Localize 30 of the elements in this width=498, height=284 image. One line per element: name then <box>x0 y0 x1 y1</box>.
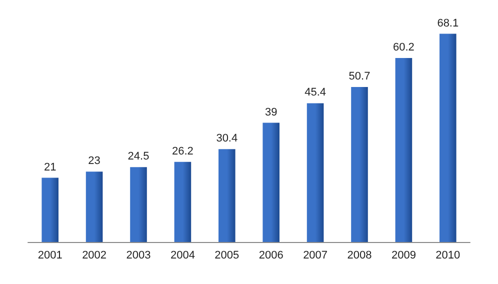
data-label: 45.4 <box>304 86 326 99</box>
x-tick-label: 2005 <box>214 250 240 262</box>
x-tick-label: 2009 <box>391 250 416 262</box>
data-label: 60.2 <box>392 41 414 54</box>
bar <box>42 178 58 242</box>
data-label: 26.2 <box>172 145 194 158</box>
bar <box>306 103 324 242</box>
bar <box>174 162 192 242</box>
x-tick-label: 2007 <box>303 250 328 262</box>
bar <box>395 58 412 242</box>
bar <box>262 122 280 242</box>
x-tick-label: 2002 <box>82 250 107 262</box>
data-label: 50.7 <box>348 70 370 83</box>
bar <box>218 149 236 242</box>
data-label: 23 <box>88 155 100 168</box>
bar <box>130 167 147 242</box>
bar <box>351 87 368 242</box>
x-tick-label: 2010 <box>436 250 460 262</box>
x-tick-label: 2004 <box>170 250 195 262</box>
x-tick-label: 2003 <box>126 250 151 262</box>
data-label: 39 <box>264 106 278 118</box>
x-tick-label: 2008 <box>347 250 372 262</box>
data-label: 30.4 <box>216 132 238 145</box>
data-label: 21 <box>44 161 56 174</box>
data-label: 68.1 <box>437 17 459 30</box>
data-label: 24.5 <box>128 150 150 163</box>
x-tick-label: 2001 <box>38 250 62 262</box>
x-tick-label: 2006 <box>258 250 284 262</box>
bar <box>86 172 103 242</box>
bar <box>440 34 456 242</box>
